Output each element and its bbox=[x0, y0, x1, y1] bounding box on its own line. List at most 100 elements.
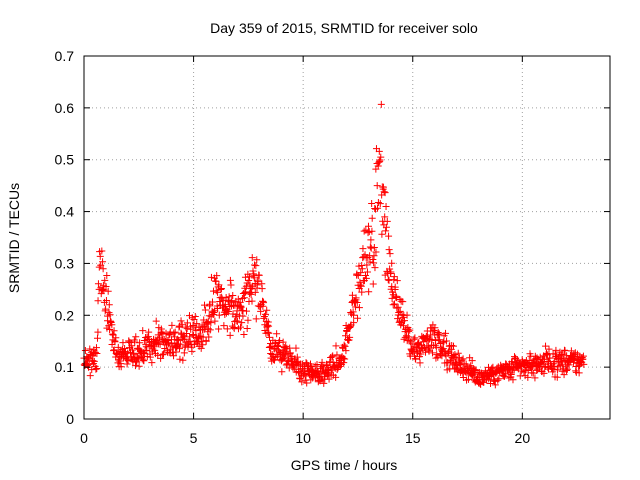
data-point bbox=[189, 332, 197, 340]
data-point bbox=[201, 306, 209, 314]
data-point bbox=[106, 311, 114, 319]
data-point bbox=[214, 304, 222, 312]
data-point bbox=[367, 236, 375, 244]
data-point bbox=[364, 222, 372, 230]
data-point bbox=[179, 356, 187, 364]
y-tick-label: 0.6 bbox=[55, 100, 75, 116]
data-point bbox=[165, 331, 173, 339]
data-point bbox=[162, 329, 170, 337]
x-tick-label: 0 bbox=[80, 430, 88, 446]
data-point bbox=[197, 344, 205, 352]
data-point bbox=[168, 321, 176, 329]
data-point bbox=[448, 341, 456, 349]
data-point bbox=[159, 350, 167, 358]
data-point bbox=[320, 379, 328, 387]
data-point bbox=[524, 373, 532, 381]
data-point bbox=[429, 349, 437, 357]
data-point bbox=[553, 373, 561, 381]
data-point bbox=[406, 326, 414, 334]
data-point bbox=[501, 370, 509, 378]
data-point bbox=[218, 295, 226, 303]
data-point bbox=[128, 346, 136, 354]
data-point bbox=[252, 262, 260, 270]
data-point bbox=[563, 366, 571, 374]
data-point bbox=[146, 353, 154, 361]
x-tick-label: 20 bbox=[515, 430, 531, 446]
data-point bbox=[509, 376, 517, 384]
data-point bbox=[121, 345, 129, 353]
data-point bbox=[439, 345, 447, 353]
data-point bbox=[435, 330, 443, 338]
data-point bbox=[354, 314, 362, 322]
y-tick-label: 0.3 bbox=[55, 255, 75, 271]
data-point bbox=[295, 362, 303, 370]
data-point bbox=[205, 333, 213, 341]
x-tick-label: 5 bbox=[190, 430, 198, 446]
data-point bbox=[93, 334, 101, 342]
data-point bbox=[244, 316, 252, 324]
data-point bbox=[377, 100, 385, 108]
data-point bbox=[336, 362, 344, 370]
data-point bbox=[386, 250, 394, 258]
data-point bbox=[252, 315, 260, 323]
data-point bbox=[263, 323, 271, 331]
data-point bbox=[97, 290, 105, 298]
data-point bbox=[178, 321, 186, 329]
data-point bbox=[237, 323, 245, 331]
data-point bbox=[385, 232, 393, 240]
data-point bbox=[94, 297, 102, 305]
data-point bbox=[215, 281, 223, 289]
data-point bbox=[240, 330, 248, 338]
data-point bbox=[364, 229, 372, 237]
data-point bbox=[389, 301, 397, 309]
data-point bbox=[359, 245, 367, 253]
data-point bbox=[358, 265, 366, 273]
data-point bbox=[105, 301, 113, 309]
data-point bbox=[358, 288, 366, 296]
data-point bbox=[225, 293, 233, 301]
y-tick-label: 0.5 bbox=[55, 152, 75, 168]
data-point bbox=[242, 288, 250, 296]
data-point bbox=[253, 256, 261, 264]
data-point bbox=[243, 324, 251, 332]
data-point bbox=[259, 297, 267, 305]
data-point bbox=[242, 282, 250, 290]
data-point bbox=[208, 298, 216, 306]
data-point bbox=[368, 214, 376, 222]
data-point bbox=[365, 288, 373, 296]
data-point bbox=[232, 317, 240, 325]
data-point bbox=[298, 378, 306, 386]
data-point bbox=[131, 362, 139, 370]
data-point bbox=[393, 304, 401, 312]
data-point bbox=[238, 319, 246, 327]
data-point bbox=[221, 311, 229, 319]
data-points bbox=[80, 100, 588, 389]
data-point bbox=[318, 358, 326, 366]
data-point bbox=[311, 362, 319, 370]
data-point bbox=[227, 281, 235, 289]
data-point bbox=[102, 283, 110, 291]
data-point bbox=[193, 320, 201, 328]
data-point bbox=[132, 333, 140, 341]
data-point bbox=[487, 380, 495, 388]
data-point bbox=[350, 319, 358, 327]
grid bbox=[84, 56, 610, 419]
data-point bbox=[157, 354, 165, 362]
data-point bbox=[469, 372, 477, 380]
data-point bbox=[399, 298, 407, 306]
y-tick-label: 0.7 bbox=[55, 48, 75, 64]
data-point bbox=[112, 334, 120, 342]
data-point bbox=[372, 248, 380, 256]
data-point bbox=[412, 355, 420, 363]
data-point bbox=[494, 376, 502, 384]
data-point bbox=[382, 227, 390, 235]
data-point bbox=[391, 300, 399, 308]
data-point bbox=[370, 252, 378, 260]
data-point bbox=[410, 335, 418, 343]
data-point bbox=[223, 325, 231, 333]
data-point bbox=[202, 337, 210, 345]
data-point bbox=[323, 368, 331, 376]
data-point bbox=[367, 244, 375, 252]
data-point bbox=[383, 217, 391, 225]
data-point bbox=[128, 342, 136, 350]
